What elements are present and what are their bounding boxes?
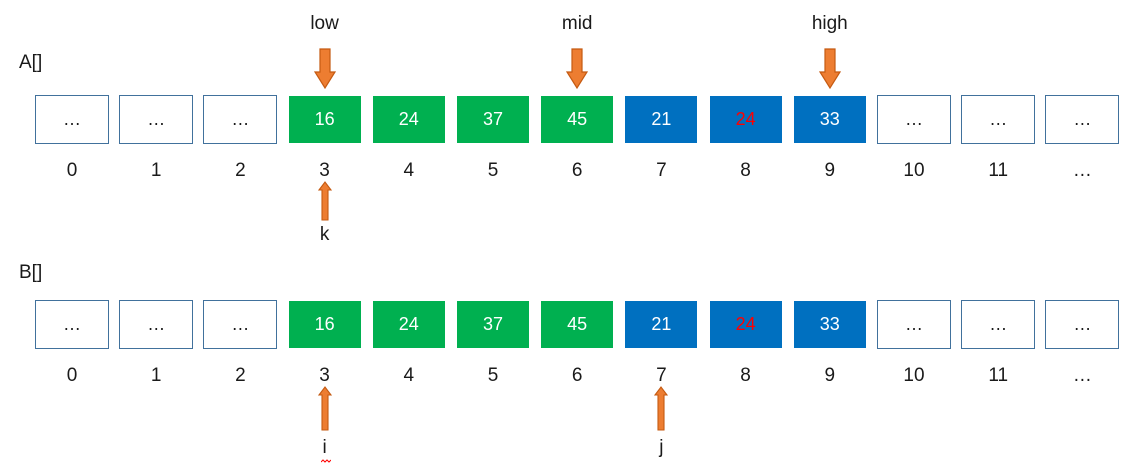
array-cell: 37 (456, 300, 530, 349)
up-arrow-icon (317, 386, 332, 431)
down-arrow-icon (818, 48, 841, 90)
cell-value: 37 (482, 109, 504, 129)
array-cell: … (877, 95, 951, 144)
cell-value: … (1073, 314, 1092, 334)
cell-value: 24 (735, 109, 756, 129)
cell-value: 37 (482, 314, 504, 334)
array-cell: 45 (540, 95, 615, 144)
cell-value: 16 (314, 109, 335, 129)
cell-value: … (1073, 109, 1092, 129)
cell-value: 24 (735, 314, 756, 334)
index-label: 5 (487, 365, 499, 386)
cell-value: 24 (398, 314, 419, 334)
index-label: 8 (740, 365, 751, 386)
array-cell: 37 (456, 95, 530, 144)
down-arrow-icon (313, 48, 336, 90)
index-label: 7 (656, 160, 667, 181)
index-label: 9 (824, 365, 836, 386)
pointer-label-j: j (659, 437, 664, 458)
array-cell: … (961, 95, 1036, 144)
down-arrow-icon (566, 48, 589, 90)
array-cell: … (1045, 300, 1120, 349)
pointer-label-k: k (319, 224, 330, 245)
cell-value: 45 (567, 314, 588, 334)
index-label: 2 (235, 160, 246, 181)
array-cell: 33 (792, 95, 867, 144)
index-label: 7 (656, 365, 667, 386)
index-label: 9 (824, 160, 836, 181)
cell-value: … (231, 109, 250, 129)
array-cell: … (35, 95, 109, 144)
index-label: 10 (903, 160, 925, 181)
index-label: 6 (571, 160, 583, 181)
index-label: 0 (66, 160, 78, 181)
index-label: 11 (988, 365, 1009, 386)
up-arrow-icon (317, 181, 332, 221)
pointer-label-low: low (310, 13, 339, 34)
cell-value: … (63, 109, 81, 129)
cell-value: … (231, 314, 250, 334)
up-arrow-icon (654, 386, 669, 431)
cell-value: 21 (651, 109, 672, 129)
cell-value: 21 (651, 314, 672, 334)
cell-value: … (989, 109, 1008, 129)
index-label: 4 (403, 365, 415, 386)
array-b-label: B[] (19, 262, 43, 283)
index-label: … (1072, 160, 1092, 181)
cell-value: 45 (567, 109, 588, 129)
pointer-label-i: i (322, 437, 327, 458)
array-cell: 33 (792, 300, 867, 349)
index-label: … (1072, 365, 1092, 386)
cell-value: … (989, 314, 1008, 334)
array-cell: … (1045, 95, 1120, 144)
index-label: 0 (66, 365, 78, 386)
array-cell: 24 (708, 300, 783, 349)
pointer-label-high: high (811, 13, 848, 34)
index-label: 6 (571, 365, 583, 386)
cell-value: … (147, 314, 166, 334)
array-cell: … (119, 300, 194, 349)
index-label: 1 (150, 365, 162, 386)
cell-value: … (905, 109, 923, 129)
array-cell: … (961, 300, 1036, 349)
array-cell: 21 (624, 95, 699, 144)
array-cell: 24 (371, 95, 446, 144)
cell-value: 24 (398, 109, 419, 129)
array-cell: 24 (371, 300, 446, 349)
array-cell: … (877, 300, 951, 349)
cell-value: 16 (314, 314, 335, 334)
array-cell: 16 (287, 300, 362, 349)
array-cell: 16 (287, 95, 362, 144)
index-label: 11 (988, 160, 1009, 181)
index-label: 3 (319, 365, 330, 386)
index-label: 5 (487, 160, 499, 181)
array-cell: … (119, 95, 194, 144)
cell-value: … (63, 314, 81, 334)
array-cell: 21 (624, 300, 699, 349)
index-label: 2 (235, 365, 246, 386)
cell-value: … (147, 109, 166, 129)
spellcheck-squiggle-icon (320, 459, 331, 463)
array-cell: … (35, 300, 109, 349)
index-label: 4 (403, 160, 415, 181)
pointer-label-mid: mid (561, 13, 593, 34)
cell-value: 33 (819, 314, 840, 334)
cell-value: 33 (819, 109, 840, 129)
index-label: 3 (319, 160, 330, 181)
array-a-label: A[] (19, 52, 43, 73)
cell-value: … (905, 314, 923, 334)
array-cell: … (203, 300, 278, 349)
array-cell: 45 (540, 300, 615, 349)
index-label: 1 (150, 160, 162, 181)
index-label: 10 (903, 365, 925, 386)
array-cell: … (203, 95, 278, 144)
index-label: 8 (740, 160, 751, 181)
array-cell: 24 (708, 95, 783, 144)
